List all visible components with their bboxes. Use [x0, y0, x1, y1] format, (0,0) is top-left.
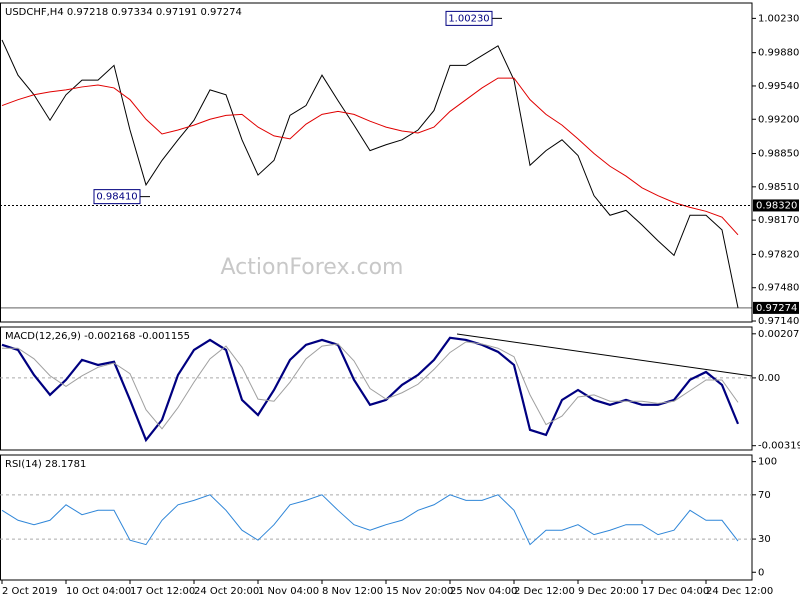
watermark: ActionForex.com [221, 255, 404, 280]
annotation-label: 1.00230 [448, 13, 489, 24]
series-line [1, 77, 739, 236]
annotation-box [445, 10, 493, 26]
y-tick-label: 0.97480 [758, 283, 799, 294]
x-tick-label: 25 Nov 04:00 [450, 586, 517, 597]
x-tick-label: 24 Dec 12:00 [706, 586, 773, 597]
x-tick-label: 1 Nov 04:00 [258, 586, 319, 597]
y-tick-label: 30 [758, 534, 771, 545]
x-tick-label: 17 Oct 12:00 [130, 586, 195, 597]
y-tick-label: 0.98510 [758, 182, 799, 193]
y-tick-label: 0.99880 [758, 48, 799, 59]
pane-title: USDCHF,H4 0.97218 0.97334 0.97191 0.9727… [5, 7, 242, 18]
y-tick-label: 0.98850 [758, 149, 799, 160]
y-tick-label: 0.98170 [758, 215, 799, 226]
series-line [1, 336, 740, 443]
y-tick-label: 0 [758, 567, 764, 578]
pane-frame [0, 2, 753, 323]
y-tick-label: 100 [758, 457, 777, 468]
y-tick-label: 0.99540 [758, 81, 799, 92]
y-tick-label: 70 [758, 490, 771, 501]
annotation-box [93, 189, 141, 205]
x-tick-label: 2 Oct 2019 [2, 586, 57, 597]
pane-title: MACD(12,26,9) -0.002168 -0.001155 [5, 331, 190, 342]
y-tick-label: 1.00230 [758, 13, 799, 24]
pane-frame [0, 326, 753, 451]
pane-frame [0, 454, 753, 581]
level-label: 0.98320 [756, 200, 797, 211]
level-label-bg [753, 301, 799, 314]
x-tick-label: 10 Oct 04:00 [66, 586, 131, 597]
annotation-label: 0.98410 [96, 192, 137, 203]
series-line [1, 494, 739, 546]
y-tick-label: -0.003197 [758, 441, 800, 452]
x-tick-label: 15 Nov 20:00 [386, 586, 453, 597]
level-label: 0.97274 [756, 303, 797, 314]
pane-title: RSI(14) 28.1781 [5, 459, 86, 470]
y-tick-label: 0.002079 [758, 329, 800, 340]
x-tick-label: 17 Dec 04:00 [642, 586, 709, 597]
x-tick-label: 9 Dec 20:00 [578, 586, 639, 597]
x-tick-label: 24 Oct 20:00 [194, 586, 259, 597]
x-tick-label: 8 Nov 12:00 [322, 586, 383, 597]
series-line [1, 39, 739, 308]
x-tick-label: 2 Dec 12:00 [514, 586, 575, 597]
y-tick-label: 0.97140 [758, 316, 799, 327]
y-tick-label: 0.99200 [758, 114, 799, 125]
trend-line [456, 333, 753, 377]
y-tick-label: 0.97820 [758, 249, 799, 260]
y-tick-label: 0.00 [758, 373, 780, 384]
series-line [2, 341, 739, 430]
level-label-bg [753, 199, 799, 212]
